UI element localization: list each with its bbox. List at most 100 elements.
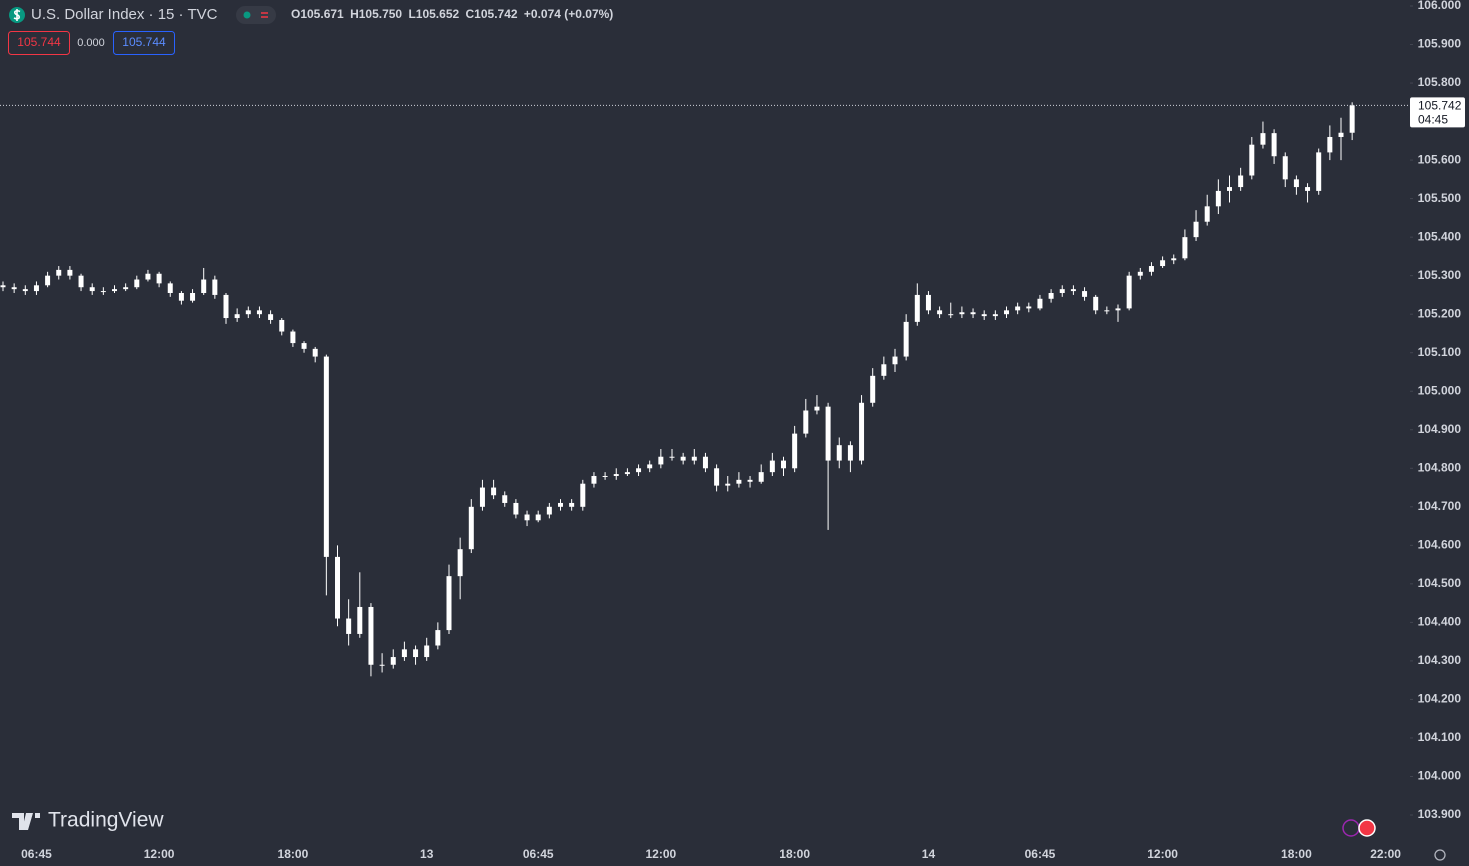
candle-body — [1215, 190, 1221, 207]
ohlc-legend: O105.671 H105.750 L105.652 C105.742 +0.0… — [291, 7, 613, 21]
candle-body — [803, 410, 809, 434]
candle-body — [1249, 144, 1255, 176]
candle-body — [747, 479, 753, 482]
candle-body — [156, 273, 162, 284]
ohlc-high: H105.750 — [350, 7, 402, 21]
candle-body — [859, 402, 865, 461]
ohlc-open: O105.671 — [291, 7, 344, 21]
candle-body — [959, 312, 965, 315]
candle-body — [56, 269, 62, 276]
x-tick-label: 14 — [922, 847, 936, 861]
x-tick-label: 18:00 — [779, 847, 810, 861]
candle-body — [937, 310, 943, 315]
candle-body — [558, 502, 563, 507]
y-tick-label: 105.500 — [1418, 191, 1462, 205]
candle-body — [680, 456, 686, 461]
y-tick-label: 105.000 — [1418, 383, 1462, 397]
candle-body — [1137, 271, 1143, 276]
candle-body — [413, 649, 419, 658]
candle-body — [1204, 206, 1210, 222]
candle-body — [424, 645, 430, 658]
candle-body — [569, 502, 575, 507]
ohlc-low: L105.652 — [408, 7, 459, 21]
candle-body — [948, 314, 954, 316]
candle-body — [602, 475, 608, 477]
candle-body — [323, 356, 329, 557]
candle-body — [1070, 289, 1076, 292]
y-tick-label: 105.800 — [1418, 75, 1462, 89]
candle-body — [446, 576, 452, 631]
candle-body — [1338, 132, 1344, 137]
y-tick-label: 104.500 — [1418, 576, 1462, 590]
candle-body — [100, 291, 106, 293]
candle-body — [223, 294, 229, 319]
candle-body — [11, 287, 17, 290]
candle-body — [67, 269, 73, 276]
settings-icon[interactable] — [1434, 849, 1446, 861]
y-tick-label: 105.200 — [1418, 306, 1462, 320]
status-dot — [243, 11, 251, 19]
candle-body — [647, 464, 653, 469]
candle-body — [134, 279, 140, 288]
candle-body — [1004, 310, 1009, 315]
candle-body — [178, 293, 184, 301]
candle-body — [580, 483, 586, 507]
ask-box[interactable] — [113, 31, 175, 55]
event-icon[interactable] — [1342, 819, 1360, 837]
spread: 0.000 — [77, 37, 105, 49]
candle-body — [847, 445, 853, 461]
countdown: 04:45 — [1418, 113, 1448, 127]
candle-body — [914, 294, 920, 322]
y-tick-label: 105.900 — [1418, 37, 1462, 51]
candle-body — [301, 343, 307, 349]
bid-box[interactable] — [8, 31, 70, 55]
candle-body — [613, 474, 619, 476]
candle-body — [1148, 266, 1154, 272]
candle-body — [346, 618, 352, 634]
candle-body — [781, 460, 786, 469]
candle-body — [981, 314, 987, 317]
candle-body — [792, 433, 798, 469]
candle-body — [256, 310, 262, 315]
status-pill[interactable] — [236, 6, 276, 24]
y-tick-label: 105.300 — [1418, 268, 1462, 282]
candle-body — [435, 630, 441, 646]
candle-body — [658, 456, 664, 465]
x-tick-label: 12:00 — [1147, 847, 1178, 861]
candle-body — [0, 285, 6, 288]
candle-body — [1171, 258, 1177, 261]
candle-body — [335, 556, 340, 619]
candle-body — [502, 495, 508, 503]
candle-body — [1293, 179, 1299, 188]
watermark-logo — [12, 813, 40, 830]
y-tick-label: 105.600 — [1418, 152, 1462, 166]
candle-body — [546, 506, 552, 515]
candle-body — [1282, 156, 1288, 180]
candle-body — [491, 487, 497, 496]
candle-body — [1059, 289, 1065, 294]
candle-body — [1182, 237, 1188, 259]
candle-body — [145, 273, 151, 280]
candle-body — [1126, 275, 1132, 309]
candle-body — [970, 312, 976, 315]
candle-body — [1305, 187, 1311, 191]
y-tick-label: 105.100 — [1418, 345, 1462, 359]
y-tick-label: 104.700 — [1418, 499, 1462, 513]
y-tick-label: 104.300 — [1418, 653, 1462, 667]
candle-body — [1227, 187, 1232, 191]
candle-body — [45, 275, 51, 286]
candle-body — [881, 364, 887, 376]
candle-body — [1349, 105, 1355, 133]
candle-body — [1238, 175, 1244, 188]
candle-body — [624, 472, 630, 475]
symbol-logo-icon — [13, 9, 21, 21]
flag-icon[interactable] — [1358, 819, 1376, 837]
candle-body — [468, 506, 474, 550]
candle-body — [112, 289, 117, 292]
candle-body — [814, 406, 820, 411]
candle-body — [992, 314, 998, 317]
candle-body — [1048, 293, 1054, 299]
